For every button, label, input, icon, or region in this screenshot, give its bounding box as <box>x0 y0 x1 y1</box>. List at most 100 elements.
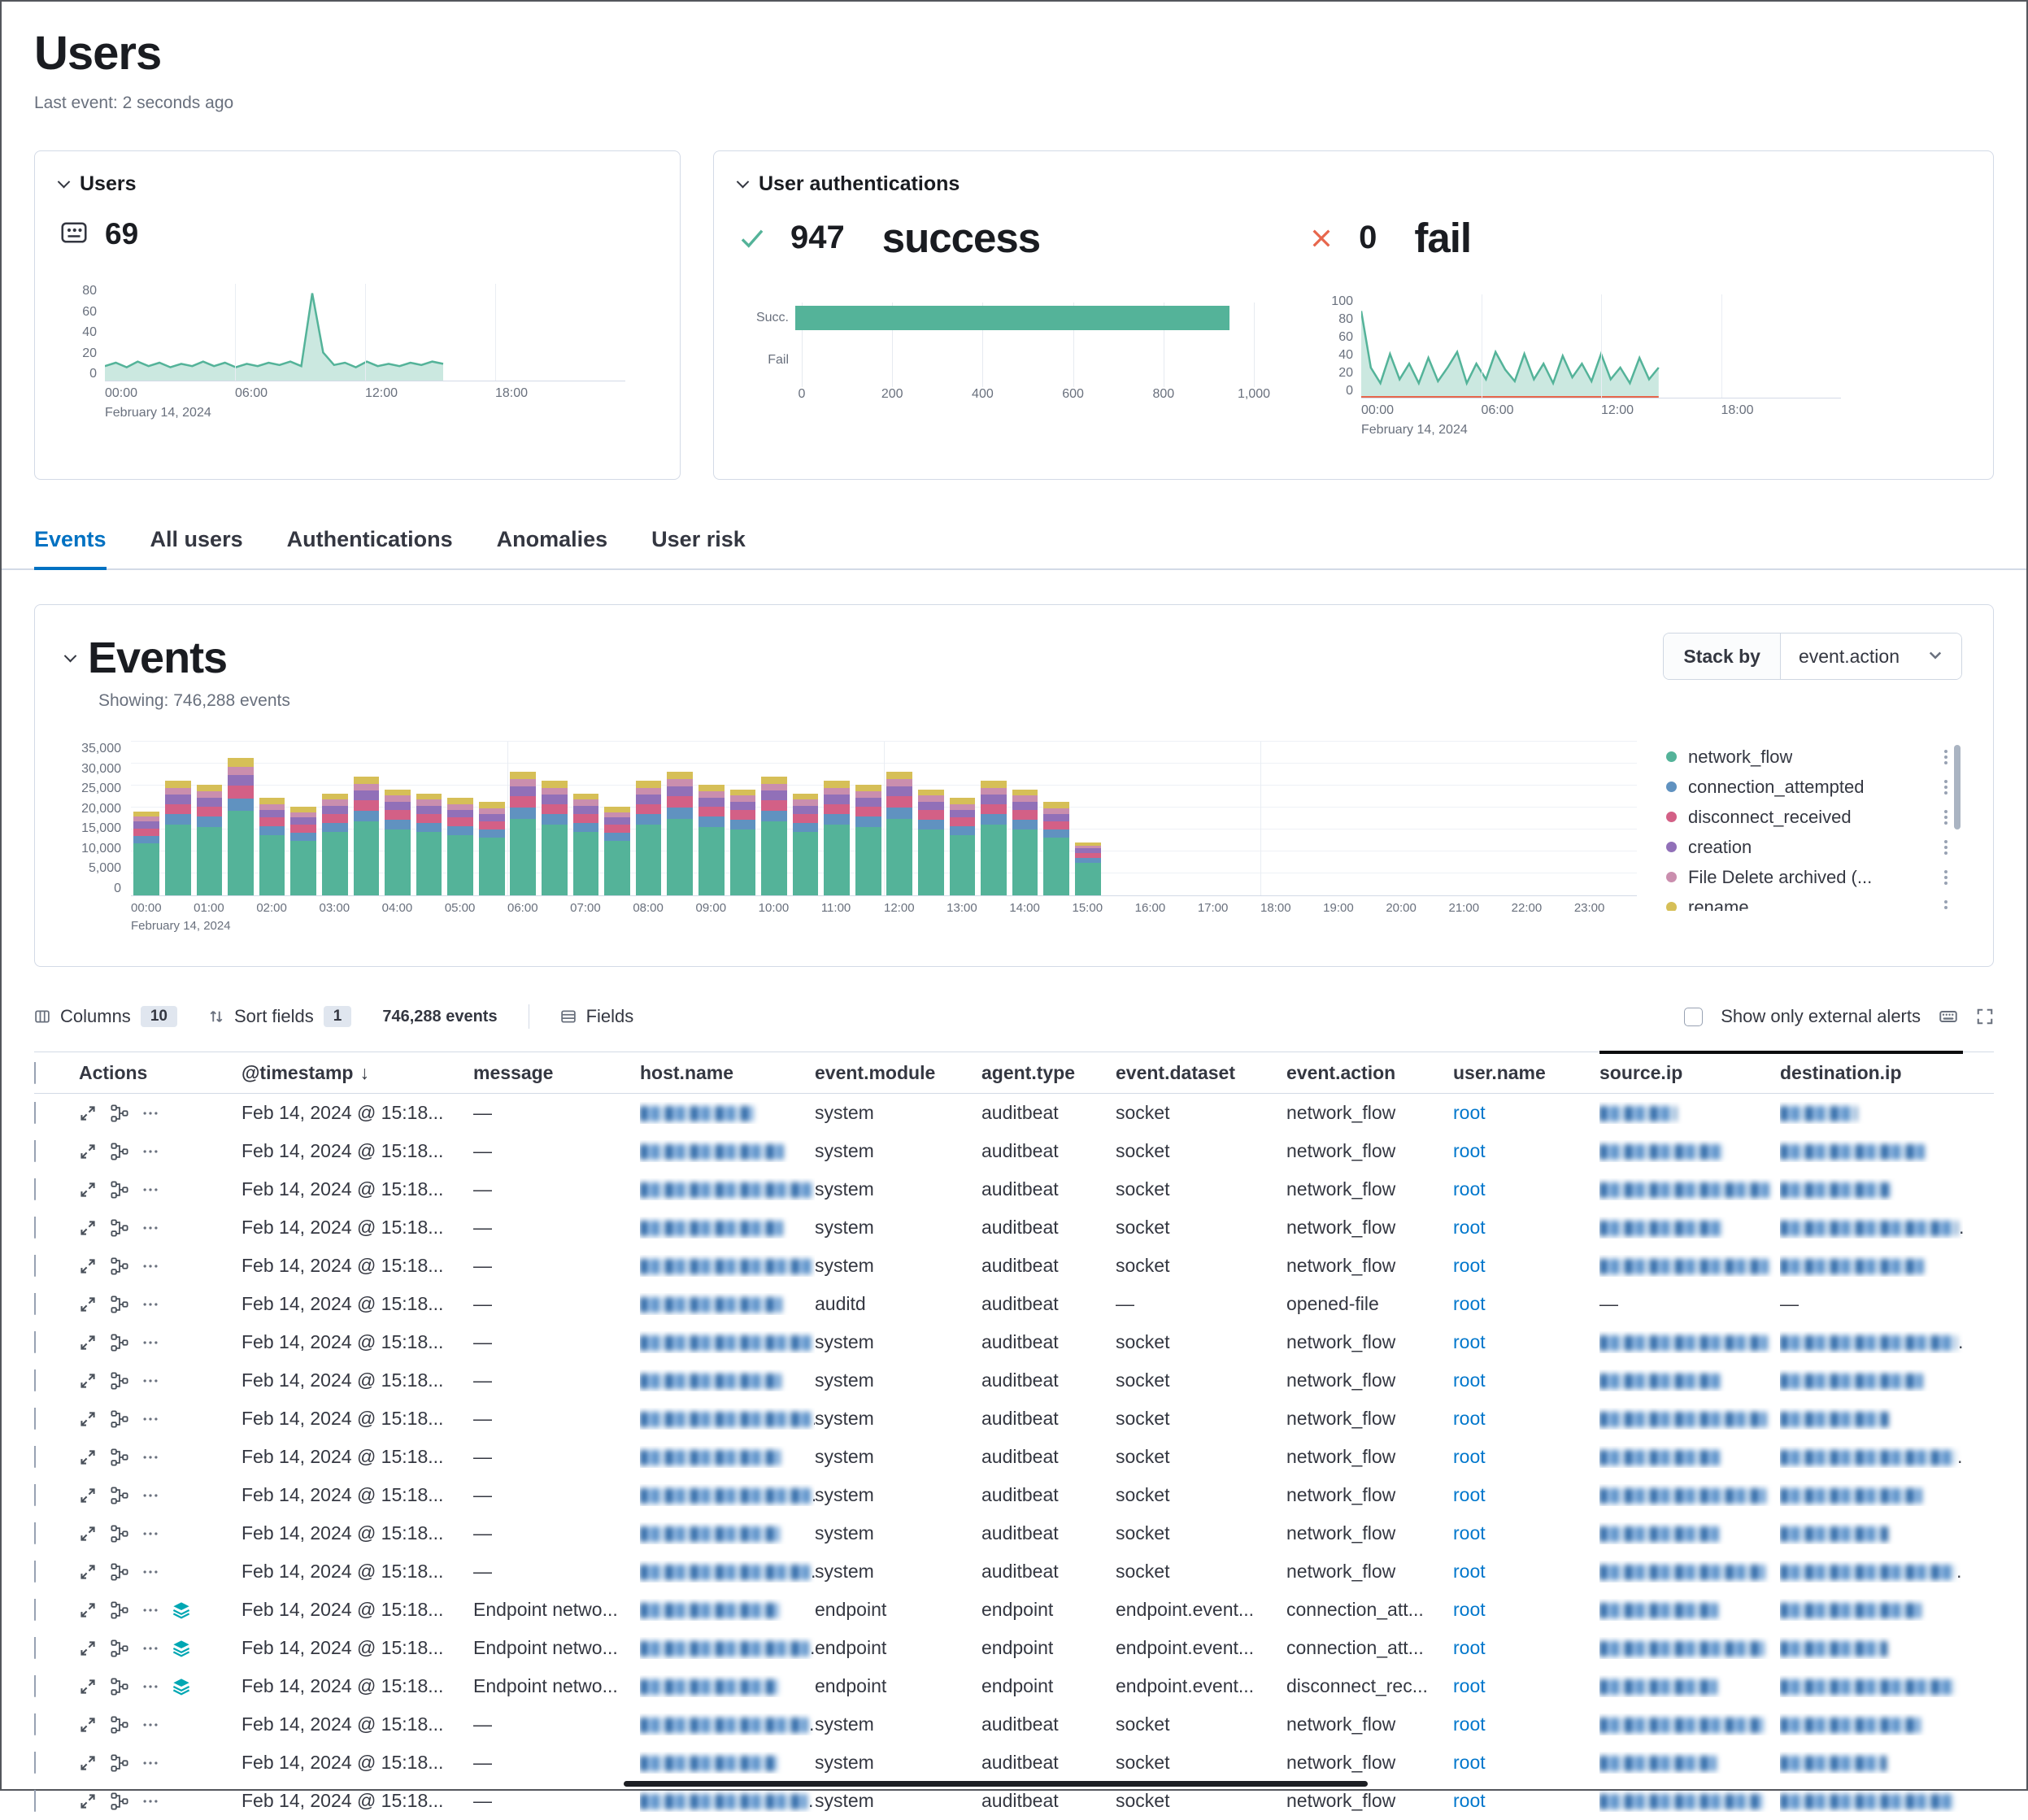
more-actions-icon[interactable] <box>142 1105 159 1121</box>
analyze-event-icon[interactable] <box>111 1715 128 1734</box>
tab-all-users[interactable]: All users <box>150 527 243 551</box>
header-cell-source-ip[interactable]: source.ip <box>1599 1062 1780 1084</box>
header-cell-event-action[interactable]: event.action <box>1286 1062 1453 1084</box>
row-checkbox[interactable] <box>34 1599 36 1621</box>
tab-authentications[interactable]: Authentications <box>286 527 453 551</box>
legend-item[interactable]: creation <box>1666 832 1962 862</box>
user-name-link[interactable]: root <box>1453 1752 1486 1773</box>
more-actions-icon[interactable] <box>142 1373 159 1389</box>
header-cell-destination-ip[interactable]: destination.ip <box>1780 1062 1963 1084</box>
expand-event-icon[interactable] <box>79 1143 97 1160</box>
header-cell-event-module[interactable]: event.module <box>815 1062 981 1084</box>
endpoint-alert-icon[interactable] <box>172 1678 190 1696</box>
legend-item[interactable]: rename <box>1666 892 1962 911</box>
analyze-event-icon[interactable] <box>111 1218 128 1237</box>
user-name-link[interactable]: root <box>1453 1102 1486 1123</box>
legend-item-menu-icon[interactable] <box>1944 749 1947 764</box>
expand-event-icon[interactable] <box>79 1716 97 1734</box>
header-cell-message[interactable]: message <box>473 1062 640 1084</box>
more-actions-icon[interactable] <box>142 1411 159 1427</box>
expand-event-icon[interactable] <box>79 1334 97 1352</box>
user-name-link[interactable]: root <box>1453 1408 1486 1429</box>
collapse-chevron-icon[interactable] <box>63 649 77 662</box>
row-checkbox[interactable] <box>34 1140 36 1162</box>
more-actions-icon[interactable] <box>142 1755 159 1771</box>
expand-event-icon[interactable] <box>79 1219 97 1237</box>
more-actions-icon[interactable] <box>142 1640 159 1657</box>
legend-item[interactable]: disconnect_received <box>1666 802 1962 832</box>
more-actions-icon[interactable] <box>142 1258 159 1274</box>
expand-event-icon[interactable] <box>79 1792 97 1810</box>
user-name-link[interactable]: root <box>1453 1484 1486 1505</box>
legend-item[interactable]: network_flow <box>1666 742 1962 772</box>
tab-anomalies[interactable]: Anomalies <box>496 527 608 551</box>
endpoint-alert-icon[interactable] <box>172 1601 190 1619</box>
expand-event-icon[interactable] <box>79 1104 97 1122</box>
row-checkbox[interactable] <box>34 1293 36 1315</box>
row-checkbox[interactable] <box>34 1561 36 1583</box>
row-checkbox[interactable] <box>34 1446 36 1468</box>
analyze-event-icon[interactable] <box>111 1524 128 1543</box>
user-name-link[interactable]: root <box>1453 1369 1486 1391</box>
header-cell-user-name[interactable]: user.name <box>1453 1062 1599 1084</box>
analyze-event-icon[interactable] <box>111 1562 128 1581</box>
row-checkbox[interactable] <box>34 1369 36 1391</box>
header-cell--timestamp[interactable]: @timestamp ↓ <box>242 1062 473 1084</box>
row-checkbox[interactable] <box>34 1484 36 1506</box>
sort-fields-button[interactable]: Sort fields 1 <box>208 1006 352 1027</box>
user-name-link[interactable]: root <box>1453 1637 1486 1658</box>
fullscreen-icon[interactable] <box>1976 1008 1994 1025</box>
analyze-event-icon[interactable] <box>111 1104 128 1122</box>
legend-item-menu-icon[interactable] <box>1944 779 1947 795</box>
expand-event-icon[interactable] <box>79 1448 97 1466</box>
legend-item-menu-icon[interactable] <box>1944 839 1947 855</box>
legend-item[interactable]: File Delete archived (... <box>1666 862 1962 892</box>
more-actions-icon[interactable] <box>142 1564 159 1580</box>
analyze-event-icon[interactable] <box>111 1448 128 1466</box>
expand-event-icon[interactable] <box>79 1525 97 1543</box>
analyze-event-icon[interactable] <box>111 1753 128 1772</box>
more-actions-icon[interactable] <box>142 1526 159 1542</box>
row-checkbox[interactable] <box>34 1102 36 1124</box>
select-all-checkbox[interactable] <box>34 1061 36 1084</box>
expand-event-icon[interactable] <box>79 1639 97 1657</box>
legend-item-menu-icon[interactable] <box>1944 809 1947 825</box>
keyboard-shortcuts-icon[interactable] <box>1939 1007 1958 1026</box>
legend-item-menu-icon[interactable] <box>1944 869 1947 885</box>
analyze-event-icon[interactable] <box>111 1639 128 1657</box>
user-name-link[interactable]: root <box>1453 1140 1486 1161</box>
analyze-event-icon[interactable] <box>111 1409 128 1428</box>
expand-event-icon[interactable] <box>79 1181 97 1199</box>
expand-event-icon[interactable] <box>79 1563 97 1581</box>
row-checkbox[interactable] <box>34 1790 36 1812</box>
legend-scrollbar[interactable] <box>1954 745 1961 829</box>
expand-event-icon[interactable] <box>79 1372 97 1390</box>
header-cell-actions[interactable]: Actions <box>79 1062 242 1084</box>
user-name-link[interactable]: root <box>1453 1599 1486 1620</box>
row-checkbox[interactable] <box>34 1178 36 1200</box>
horizontal-scrollbar[interactable] <box>624 1781 1368 1787</box>
collapse-chevron-icon[interactable] <box>57 175 71 189</box>
more-actions-icon[interactable] <box>142 1678 159 1695</box>
user-name-link[interactable]: root <box>1453 1217 1486 1238</box>
expand-event-icon[interactable] <box>79 1487 97 1504</box>
row-checkbox[interactable] <box>34 1408 36 1430</box>
more-actions-icon[interactable] <box>142 1143 159 1160</box>
user-name-link[interactable]: root <box>1453 1522 1486 1544</box>
expand-event-icon[interactable] <box>79 1601 97 1619</box>
row-checkbox[interactable] <box>34 1637 36 1659</box>
more-actions-icon[interactable] <box>142 1220 159 1236</box>
user-name-link[interactable]: root <box>1453 1178 1486 1200</box>
user-name-link[interactable]: root <box>1453 1293 1486 1314</box>
header-cell-event-dataset[interactable]: event.dataset <box>1116 1062 1286 1084</box>
expand-event-icon[interactable] <box>79 1295 97 1313</box>
analyze-event-icon[interactable] <box>111 1295 128 1313</box>
analyze-event-icon[interactable] <box>111 1677 128 1696</box>
analyze-event-icon[interactable] <box>111 1256 128 1275</box>
user-name-link[interactable]: root <box>1453 1675 1486 1696</box>
analyze-event-icon[interactable] <box>111 1142 128 1160</box>
columns-button[interactable]: Columns 10 <box>34 1006 177 1027</box>
more-actions-icon[interactable] <box>142 1793 159 1809</box>
analyze-event-icon[interactable] <box>111 1333 128 1352</box>
collapse-chevron-icon[interactable] <box>736 175 750 189</box>
